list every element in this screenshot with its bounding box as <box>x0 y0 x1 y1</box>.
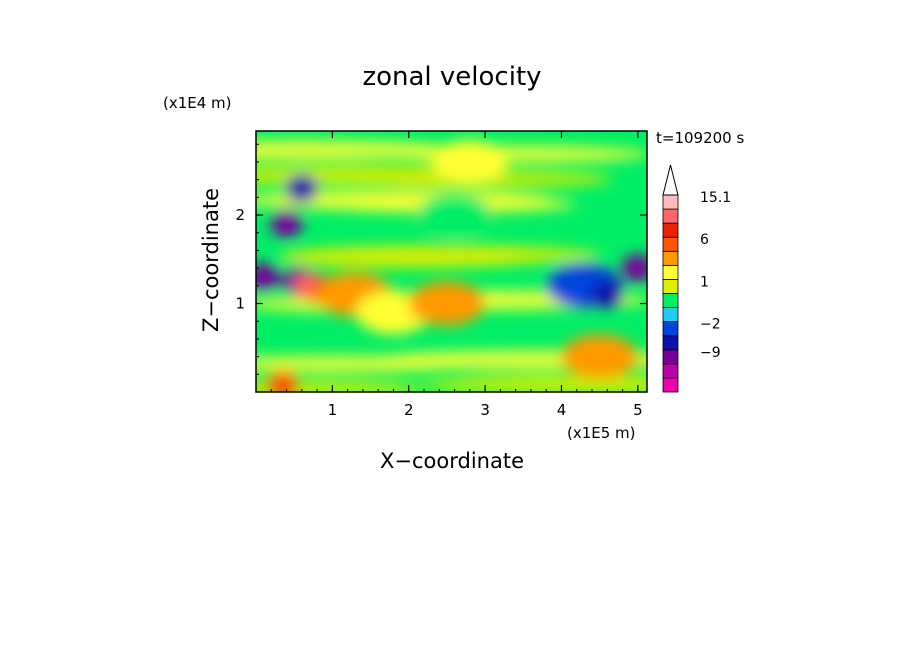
colorbar-swatch <box>662 363 679 379</box>
x-tick-label: 5 <box>633 401 643 419</box>
field-region <box>270 209 303 238</box>
x-tick-label: 4 <box>557 401 567 419</box>
field-region <box>431 139 508 184</box>
colorbar-swatch <box>662 377 679 393</box>
colorbar-tick-label: −2 <box>700 317 721 333</box>
colorbar-tick-label: 15.1 <box>700 190 731 206</box>
y-tick-label: 2 <box>235 206 245 224</box>
colorbar: 15.1 6 1 −2 −9 <box>662 164 731 393</box>
colorbar-swatch <box>662 279 679 294</box>
x-tick-label: 2 <box>404 401 414 419</box>
plot-frame <box>255 130 648 393</box>
field-band <box>279 250 539 268</box>
time-label: t=109200 s <box>656 129 744 147</box>
colorbar-swatch <box>662 264 679 280</box>
colorbar-swatch <box>662 222 679 238</box>
field-band <box>390 145 647 163</box>
colorbar-swatch <box>662 250 679 266</box>
velocity-field <box>256 131 647 392</box>
field-region <box>408 281 485 326</box>
colorbar-swatch <box>662 194 679 210</box>
field-region <box>256 262 280 291</box>
field-region <box>266 370 299 392</box>
colorbar-swatch <box>662 335 679 351</box>
y-scale-label: (x1E4 m) <box>163 94 232 112</box>
colorbar-swatch <box>662 307 679 323</box>
field-region <box>416 193 493 238</box>
x-tick-label: 1 <box>328 401 338 419</box>
colorbar-swatch <box>662 236 679 252</box>
field-region <box>561 334 638 379</box>
colorbar-tick-label: 6 <box>700 232 709 248</box>
colorbar-swatch <box>662 349 679 365</box>
field-band <box>256 380 428 392</box>
field-band <box>422 375 647 392</box>
colorbar-swatch <box>662 208 679 224</box>
field-region <box>591 280 624 309</box>
y-axis-ticks: 12 <box>235 143 647 375</box>
field-region <box>621 254 647 283</box>
colorbar-swatch <box>662 321 679 337</box>
y-axis-label: Z−coordinate <box>199 188 223 332</box>
field-band <box>256 355 465 373</box>
colorbar-tick-label: 1 <box>700 274 709 290</box>
chart-title: zonal velocity <box>362 62 541 92</box>
y-tick-label: 1 <box>235 295 245 313</box>
colorbar-swatch <box>662 293 679 308</box>
x-scale-label: (x1E5 m) <box>567 424 636 442</box>
colorbar-extension <box>662 164 679 196</box>
colorbar-tick-label: −9 <box>700 345 721 361</box>
field-region <box>285 174 318 203</box>
x-axis-label: X−coordinate <box>380 449 524 473</box>
x-axis-ticks: 1 2 3 4 5 <box>270 131 643 419</box>
x-tick-label: 3 <box>480 401 490 419</box>
